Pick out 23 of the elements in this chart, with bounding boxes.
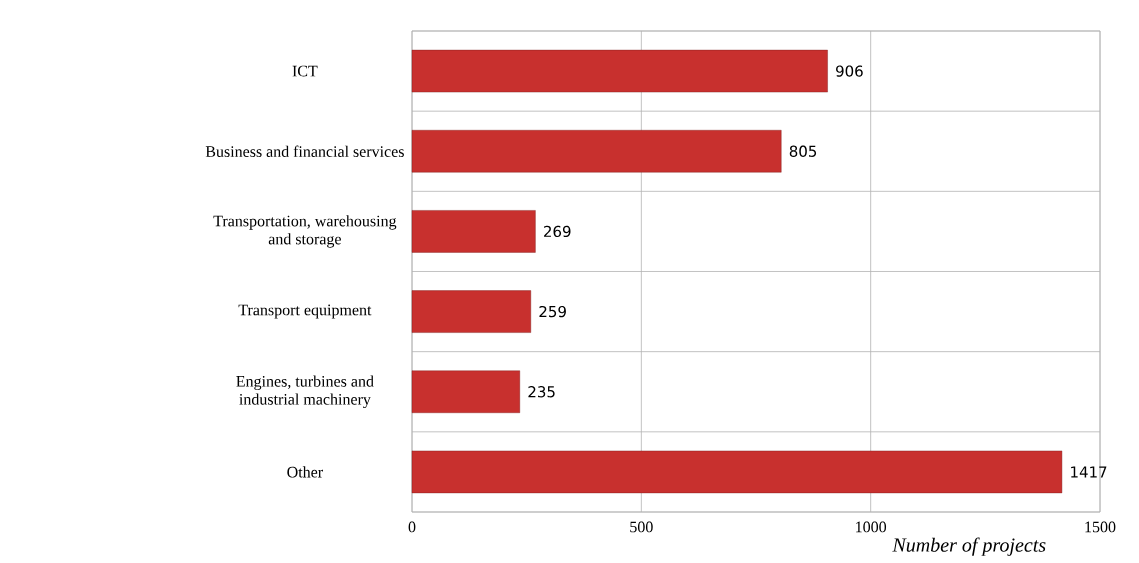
data-label: 269 [544, 225, 571, 238]
y-tick-label: Engines, turbines and industrial machinery [236, 375, 374, 409]
y-tick-label: Other [287, 466, 323, 478]
y-tick-label: Transport equipment [238, 304, 372, 319]
x-tick-label: 1500 [1085, 521, 1116, 533]
data-label: 805 [789, 145, 817, 157]
data-label: 906 [836, 65, 863, 77]
y-tick-label: Transportation, warehousing and storage [213, 215, 397, 248]
y-tick-label: ICT [292, 65, 318, 77]
bar [411, 290, 531, 333]
bar [411, 130, 782, 173]
data-label: 259 [539, 305, 566, 318]
x-tick-label: 500 [630, 521, 653, 533]
x-tick-label: 0 [408, 521, 416, 533]
data-label: 1417 [1071, 466, 1107, 478]
x-axis-title: Number of projects [892, 537, 1046, 556]
data-label: 235 [528, 386, 555, 398]
bar [411, 450, 1063, 494]
bar [411, 210, 536, 253]
bar [411, 49, 828, 93]
y-tick-label: Business and financial services [205, 145, 404, 157]
bar [411, 370, 520, 413]
x-tick-label: 1000 [856, 521, 887, 533]
